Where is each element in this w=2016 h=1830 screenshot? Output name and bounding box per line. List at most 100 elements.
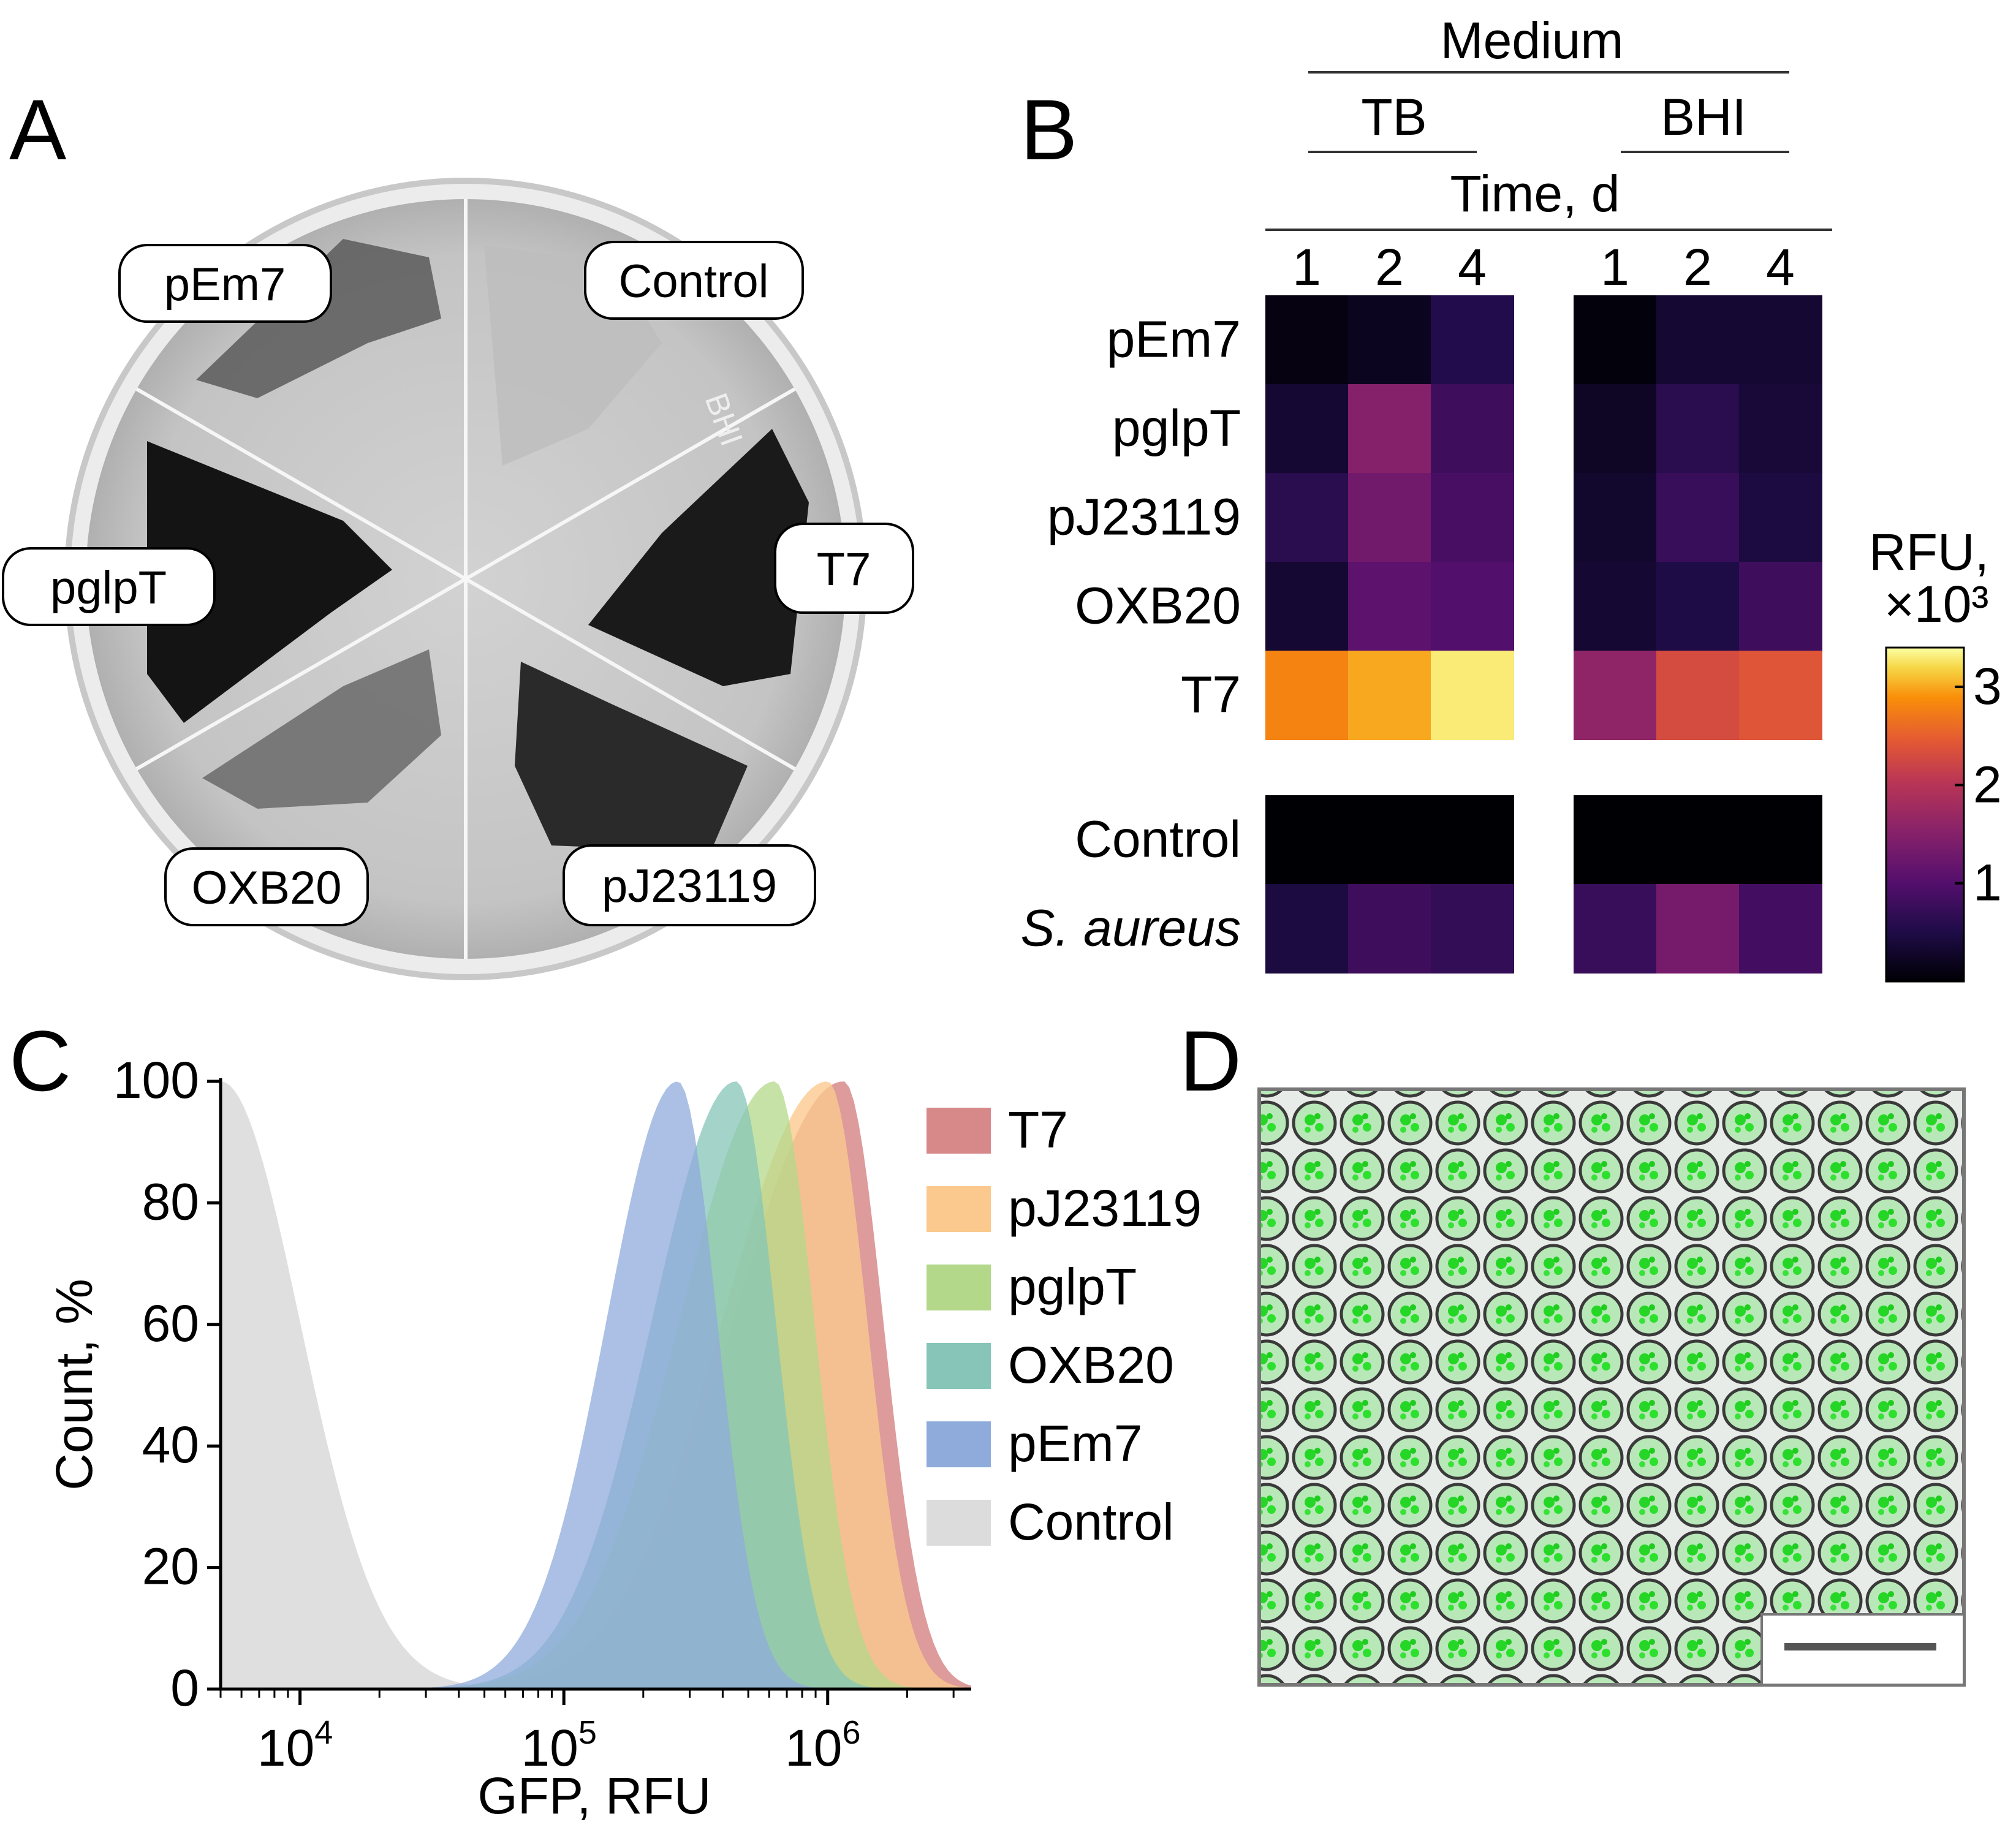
legend-label: pJ23119	[1008, 1179, 1202, 1237]
heatmap-cell	[1265, 384, 1349, 474]
time-label: Time, d	[1450, 165, 1620, 222]
time-tick-label: 1	[1601, 238, 1629, 296]
heatmap	[1265, 295, 1822, 974]
y-axis-label: Count, %	[45, 1279, 103, 1491]
microscopy-image	[1257, 1087, 1966, 1687]
x-tick-label: 104	[257, 1714, 333, 1777]
heatmap-cell	[1431, 562, 1514, 651]
heatmap-cell	[1574, 295, 1657, 385]
plate-label-pj23119: pJ23119	[563, 844, 816, 926]
time-tick-label: 4	[1766, 238, 1795, 296]
growth-pj23119	[515, 662, 748, 852]
y-tick-label: 0	[170, 1659, 199, 1717]
histogram-area-oxb20	[221, 1081, 971, 1689]
heatmap-row-labels: pEm7 pglpT pJ23119 OXB20 T7 Control S. aureus	[1020, 311, 1241, 957]
medium-label: Medium	[1441, 12, 1624, 69]
legend: T7 pJ23119 pglpT OXB20 pEm7 Control	[927, 1101, 1202, 1551]
growth-pglpt	[147, 441, 392, 723]
heatmap-cell	[1656, 562, 1740, 651]
panel-b-label: B	[1020, 81, 1077, 178]
colorbar-tick-label: 3	[1973, 657, 2002, 715]
colorbar	[1885, 646, 1965, 983]
heatmap-cell	[1431, 884, 1514, 974]
plate-label-t7: T7	[774, 523, 914, 614]
heatmap-cell	[1348, 562, 1431, 651]
colorbar-tick-label: 2	[1973, 755, 2002, 813]
y-tick-label: 20	[142, 1538, 199, 1595]
colorbar-title-1: RFU,	[1869, 523, 1989, 581]
heatmap-cell	[1574, 651, 1657, 740]
x-ticks: 104 105 106	[219, 1689, 955, 1777]
panel-c-label: C	[9, 1013, 71, 1109]
time-tick-label: 2	[1683, 238, 1712, 296]
legend-swatch	[927, 1500, 991, 1546]
colorbar-tick-label: 1	[1973, 854, 2002, 912]
heatmap-cell	[1431, 295, 1514, 385]
time-tick-label: 4	[1458, 238, 1487, 296]
plate-label-t7-text: T7	[817, 543, 871, 596]
y-tick-label: 40	[142, 1416, 199, 1473]
legend-swatch	[927, 1108, 991, 1154]
histogram-areas	[221, 1081, 971, 1689]
heatmap-cell	[1739, 884, 1822, 974]
growth-oxb20	[202, 649, 441, 809]
heatmap-cell	[1739, 384, 1822, 474]
plate-label-pglpt: pglpT	[2, 547, 216, 626]
heatmap-cell	[1739, 651, 1822, 740]
plate-label-pem7-text: pEm7	[164, 259, 286, 311]
heatmap-cell	[1265, 651, 1349, 740]
group-label-bhi: BHI	[1661, 88, 1746, 146]
heatmap-cell	[1348, 295, 1431, 385]
heatmap-cell	[1265, 562, 1349, 651]
x-tick-label: 106	[785, 1714, 860, 1777]
legend-swatch	[927, 1343, 991, 1389]
heatmap-cell	[1265, 884, 1349, 974]
heatmap-row-label: pJ23119	[1047, 488, 1241, 546]
legend-label: T7	[1008, 1101, 1068, 1159]
heatmap-cell	[1265, 473, 1349, 562]
plate-label-oxb20: OXB20	[164, 847, 369, 926]
heatmap-cell	[1348, 884, 1431, 974]
plate-label-oxb20-text: OXB20	[191, 862, 341, 914]
histogram-area-pem7	[221, 1081, 971, 1689]
heatmap-cell	[1348, 795, 1431, 885]
panel-d-label: D	[1180, 1013, 1241, 1109]
heatmap-cell	[1574, 562, 1657, 651]
heatmap-cell	[1348, 651, 1431, 740]
growth-pem7	[196, 239, 441, 398]
x-axis-label: GFP, RFU	[477, 1767, 711, 1824]
y-tick-label: 100	[113, 1051, 199, 1109]
heatmap-cell	[1739, 473, 1822, 562]
legend-label: OXB20	[1008, 1336, 1174, 1394]
heatmap-cell	[1265, 295, 1349, 385]
heatmap-cell	[1265, 795, 1349, 885]
heatmap-cell	[1574, 795, 1657, 885]
heatmap-row-label: T7	[1181, 666, 1241, 724]
heatmap-cell	[1431, 651, 1514, 740]
colorbar-ticks: 1 2 3	[1955, 657, 2002, 912]
heatmap-cell	[1739, 562, 1822, 651]
legend-label: Control	[1008, 1493, 1174, 1551]
heatmap-row-label: pEm7	[1107, 311, 1241, 368]
legend-swatch	[927, 1421, 991, 1467]
x-tick-label: 105	[521, 1714, 596, 1777]
plate-label-control: Control	[584, 241, 804, 320]
heatmap-cell	[1656, 795, 1740, 885]
plate-label-pj23119-text: pJ23119	[602, 860, 777, 912]
panel-d: D	[1180, 1013, 1966, 1687]
legend-swatch	[927, 1265, 991, 1310]
heatmap-cell	[1348, 384, 1431, 474]
heatmap-row-label: S. aureus	[1020, 899, 1241, 957]
colorbar-title-2: ×10³	[1884, 575, 1988, 633]
legend-label: pglpT	[1008, 1258, 1137, 1315]
plate-label-pem7: pEm7	[118, 244, 332, 323]
heatmap-cell	[1656, 884, 1740, 974]
heatmap-cell	[1348, 473, 1431, 562]
y-ticks: 0 20 40 60 80 100	[113, 1051, 221, 1717]
heatmap-cell	[1574, 884, 1657, 974]
sector-dividers	[135, 199, 796, 959]
panel-c: C 0 20 40 60 80 100 104 105 106 Count, % GFP, R…	[9, 1013, 1202, 1824]
